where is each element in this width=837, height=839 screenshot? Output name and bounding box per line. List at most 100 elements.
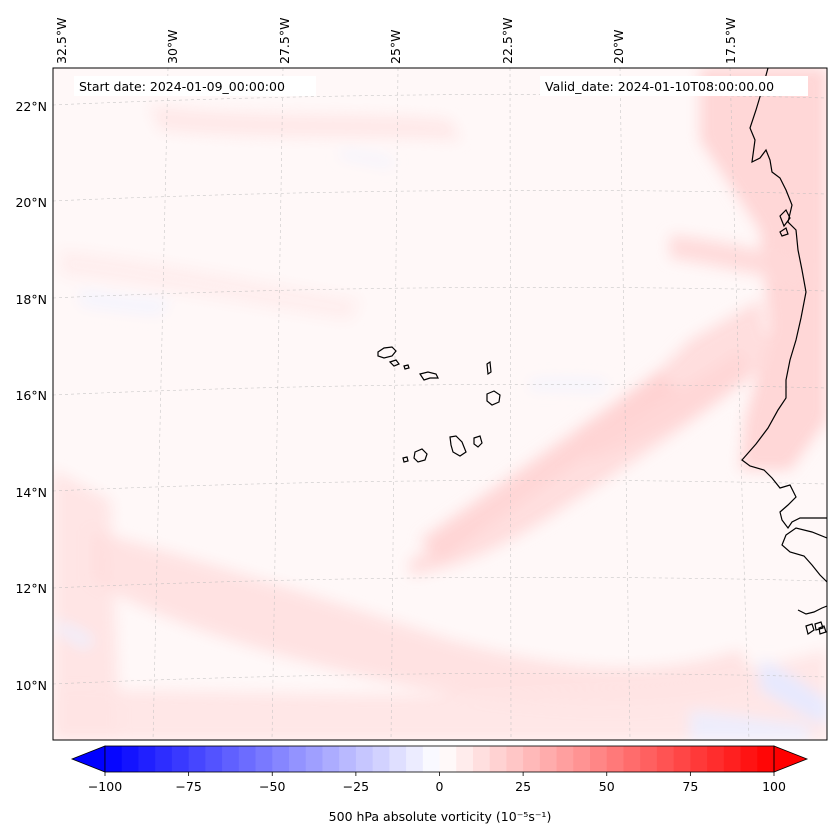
colorbar-swatch	[121, 746, 140, 772]
cape-verde-santiago	[449, 435, 467, 457]
colorbar-swatch	[673, 746, 691, 772]
cape-verde-fogo	[413, 448, 428, 463]
vorticity-field	[53, 68, 827, 740]
colorbar-swatch	[740, 746, 758, 772]
colorbar-swatch	[489, 746, 508, 772]
lon-label-32-5w: 32.5°W	[54, 18, 69, 64]
colorbar-swatch	[456, 746, 474, 772]
longitude-labels: 32.5°W 30°W 27.5°W 25°W 22.5°W 20°W 17.5…	[54, 18, 738, 64]
colorbar-swatch	[205, 746, 223, 772]
colorbar-swatch	[523, 746, 541, 772]
colorbar: −100 −75 −50 −25 0 25 50 75 100 500 hPa absolute…	[70, 745, 809, 824]
colorbar-swatch	[272, 746, 290, 772]
colorbar-tick-label: 75	[682, 779, 698, 794]
colorbar-swatch	[339, 746, 357, 772]
africa-coastline	[741, 68, 827, 530]
colorbar-swatch	[238, 746, 257, 772]
colorbar-swatch	[439, 746, 457, 772]
gridline-lon-22-5w	[509, 68, 512, 740]
gridline-lon-17-5w	[729, 68, 750, 740]
gridline-lon-20w	[619, 68, 631, 740]
valid-date-box	[540, 76, 808, 96]
africa-coastline-south	[781, 527, 827, 583]
colorbar-swatch	[723, 746, 742, 772]
colorbar-tick-label: 25	[515, 779, 531, 794]
colorbar-tick-label: −25	[343, 779, 369, 794]
colorbar-swatch	[707, 746, 725, 772]
gridline-lat-18n	[53, 287, 827, 299]
lat-label-22n: 22°N	[15, 99, 47, 114]
colorbar-swatch	[188, 746, 206, 772]
guinea-bissau-coast	[797, 605, 827, 615]
colorbar-tick-label: 100	[762, 779, 786, 794]
lat-label-16n: 16°N	[15, 388, 47, 403]
colorbar-swatch	[422, 746, 441, 772]
lat-label-20n: 20°N	[15, 195, 47, 210]
lat-label-18n: 18°N	[15, 292, 47, 307]
lat-label-14n: 14°N	[15, 485, 47, 500]
gridline-lat-10n	[53, 673, 827, 685]
colorbar-swatch	[757, 746, 775, 772]
gridline-lon-25w	[390, 68, 399, 740]
cape-verde-maio	[473, 435, 483, 448]
colorbar-swatch	[690, 746, 708, 772]
gridline-lat-12n	[53, 577, 827, 589]
colorbar-extend-high	[773, 745, 809, 773]
cape-verde-sao-nicolau	[419, 371, 439, 381]
colorbar-swatch	[355, 746, 374, 772]
cape-verde-santa-luzia	[403, 364, 410, 370]
colorbar-swatch	[105, 746, 123, 772]
lon-label-30w: 30°W	[165, 29, 180, 64]
gridline-lat-14n	[53, 480, 827, 492]
colorbar-swatch	[372, 746, 390, 772]
colorbar-swatch	[406, 746, 424, 772]
colorbar-tick-label: −50	[259, 779, 285, 794]
start-date-box	[74, 76, 316, 96]
colorbar-tick-label: 0	[436, 779, 444, 794]
colorbar-swatch	[288, 746, 307, 772]
lon-label-22-5w: 22.5°W	[500, 18, 515, 64]
colorbar-tick-label: −75	[175, 779, 201, 794]
colorbar-swatch	[138, 746, 156, 772]
colorbar-swatches	[105, 746, 775, 772]
colorbar-swatch	[656, 746, 675, 772]
colorbar-swatch	[623, 746, 641, 772]
colorbar-swatch	[573, 746, 591, 772]
latitude-labels: 22°N 20°N 18°N 16°N 14°N 12°N 10°N	[15, 99, 47, 693]
gridline-lon-30w	[152, 68, 169, 740]
cape-verde-sao-vicente	[388, 359, 400, 367]
colorbar-tick-label: 50	[599, 779, 615, 794]
colorbar-swatch	[506, 746, 524, 772]
colorbar-ticks: −100 −75 −50 −25 0 25 50 75 100	[88, 772, 786, 794]
canary-coast-island	[779, 208, 791, 228]
colorbar-swatch	[472, 746, 491, 772]
colorbar-swatch	[640, 746, 658, 772]
colorbar-swatch	[539, 746, 558, 772]
map-panel: Start date: 2024-01-09_00:00:00 Valid_da…	[53, 68, 827, 740]
colorbar-swatch	[305, 746, 324, 772]
lon-label-27-5w: 27.5°W	[277, 18, 292, 64]
lon-label-17-5w: 17.5°W	[723, 18, 738, 64]
lon-label-20w: 20°W	[611, 29, 626, 64]
cape-verde-sal	[486, 360, 492, 376]
colorbar-swatch	[322, 746, 340, 772]
bijagos-islands	[805, 621, 827, 635]
colorbar-swatch	[155, 746, 173, 772]
colorbar-swatch	[255, 746, 273, 772]
gridline-lat-16n	[53, 384, 827, 396]
lat-label-10n: 10°N	[15, 678, 47, 693]
cape-verde-santo-antao	[377, 346, 397, 359]
colorbar-swatch	[389, 746, 407, 772]
colorbar-extend-low	[70, 745, 106, 773]
cape-verde-brava	[402, 456, 409, 463]
map-frame	[52, 67, 828, 741]
start-date-label: Start date: 2024-01-09_00:00:00	[79, 79, 285, 94]
colorbar-swatch	[590, 746, 608, 772]
colorbar-swatch	[556, 746, 574, 772]
colorbar-swatch	[222, 746, 240, 772]
gridline-lat-22n	[53, 94, 827, 106]
coastal-inlet	[779, 227, 789, 237]
colorbar-tick-label: −100	[88, 779, 122, 794]
lon-label-25w: 25°W	[388, 29, 403, 64]
